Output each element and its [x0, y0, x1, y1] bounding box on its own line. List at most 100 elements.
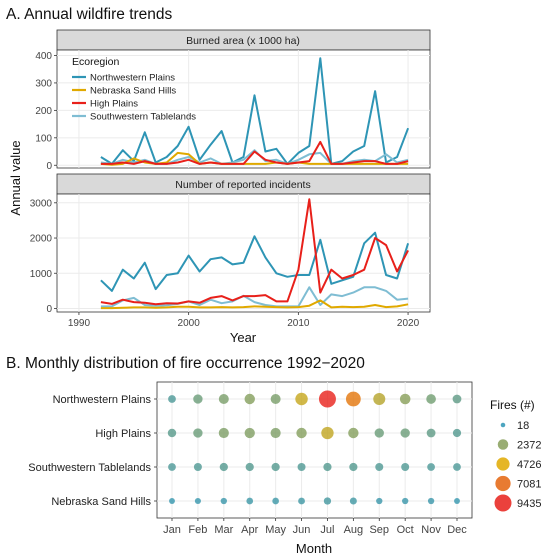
bubble-northwestern-plains-nov [426, 394, 436, 404]
bubble-southwestern-tablelands-apr [245, 462, 254, 472]
size-legend-label: 7081 [517, 479, 541, 491]
bubble-southwestern-tablelands-feb [193, 462, 202, 472]
panel-b-title: B. Monthly distribution of fire occurren… [6, 355, 365, 372]
bubble-high-plains-feb [193, 428, 203, 438]
panel-b-legend: Fires (#) 18 2372 4726 7081 9435 [490, 398, 541, 512]
bubble-northwestern-plains-mar [218, 394, 229, 404]
size-legend-key [494, 494, 512, 512]
bubble-high-plains-dec [452, 428, 462, 438]
bubble-northwestern-plains-jul [318, 390, 336, 408]
y-tick-label: 0 [46, 161, 52, 172]
size-legend-key [495, 475, 511, 492]
panel-b-x-axis-label: Month [296, 541, 332, 556]
bubble-nebraska-sand-hills-feb [194, 497, 201, 505]
legend-label-southwestern-tablelands: Southwestern Tablelands [90, 112, 196, 123]
bubble-southwestern-tablelands-dec [453, 463, 461, 471]
facet-incidents-panel [56, 193, 431, 313]
month-label-apr: Apr [241, 524, 258, 536]
y-tick-label: 400 [35, 51, 52, 62]
row-label-southwestern-tablelands: Southwestern Tablelands [28, 462, 151, 474]
bubble-high-plains-mar [218, 427, 229, 439]
bubble-southwestern-tablelands-nov [427, 463, 435, 471]
row-label-northwestern-plains: Northwestern Plains [53, 394, 152, 406]
bubble-southwestern-tablelands-mar [219, 462, 228, 472]
bubble-nebraska-sand-hills-sep [376, 497, 383, 505]
series-line-high-plains-burned-area [100, 140, 409, 165]
panel-b-plot-area [156, 381, 473, 519]
y-tick-label: 1000 [30, 269, 53, 280]
bubble-northwestern-plains-jun [295, 392, 308, 406]
series-line-high-plains-incidents [100, 198, 409, 306]
panel-a-title: A. Annual wildfire trends [6, 6, 173, 23]
bubble-southwestern-tablelands-aug [349, 462, 358, 472]
x-tick-label: 2020 [397, 318, 420, 329]
bubble-southwestern-tablelands-jun [297, 462, 306, 472]
bubble-high-plains-jul [321, 426, 334, 440]
bubble-nebraska-sand-hills-nov [427, 497, 435, 505]
bubble-southwestern-tablelands-jan [168, 463, 176, 471]
bubble-nebraska-sand-hills-jan [169, 498, 175, 504]
facet-burned-area-title: Burned area (x 1000 ha) [186, 35, 300, 47]
legend-title: Ecoregion [72, 56, 119, 68]
size-legend-title: Fires (#) [490, 398, 535, 412]
panel-a-x-axis: 1990 2000 2010 2020 [68, 312, 420, 329]
series-line-northwestern-plains-incidents [100, 231, 410, 292]
x-tick-label: 2010 [287, 318, 310, 329]
bubble-northwestern-plains-sep [373, 392, 386, 406]
bubble-southwestern-tablelands-sep [375, 462, 384, 472]
bubble-high-plains-jan [167, 428, 177, 438]
bubble-northwestern-plains-oct [399, 393, 411, 405]
facet-burned-area-panel [56, 49, 431, 169]
bubble-high-plains-nov [426, 428, 436, 438]
bubble-southwestern-tablelands-oct [401, 462, 410, 472]
size-legend-label: 4726 [517, 459, 541, 471]
facet-incidents-title: Number of reported incidents [175, 179, 310, 191]
legend-label-high-plains: High Plains [90, 99, 138, 110]
size-legend-key [497, 439, 509, 450]
bubble-high-plains-apr [244, 427, 255, 439]
y-tick-label: 3000 [30, 198, 53, 209]
month-label-feb: Feb [188, 524, 207, 536]
month-label-aug: Aug [344, 524, 364, 536]
month-label-sep: Sep [369, 524, 389, 536]
bubble-northwestern-plains-aug [345, 391, 361, 407]
row-label-nebraska-sand-hills: Nebraska Sand Hills [51, 496, 151, 508]
month-label-dec: Dec [447, 524, 467, 536]
y-tick-label: 200 [35, 106, 52, 117]
size-legend-label: 2372 [517, 440, 541, 452]
bubble-nebraska-sand-hills-oct [402, 497, 409, 505]
bubble-southwestern-tablelands-may [271, 462, 280, 472]
bubble-nebraska-sand-hills-jul [323, 497, 332, 505]
month-label-oct: Oct [397, 524, 414, 536]
bubble-southwestern-tablelands-jul [323, 462, 332, 472]
panel-a-legend: Ecoregion Northwestern Plains Nebraska Sa… [72, 56, 196, 123]
legend-label-northwestern-plains: Northwestern Plains [90, 73, 175, 84]
month-label-jun: Jun [293, 524, 311, 536]
x-tick-label: 1990 [68, 318, 91, 329]
bubble-nebraska-sand-hills-apr [246, 497, 254, 505]
month-label-jul: Jul [320, 524, 334, 536]
bubble-high-plains-oct [400, 428, 410, 438]
bubble-northwestern-plains-feb [193, 394, 203, 404]
y-tick-label: 100 [35, 133, 52, 144]
panel-a-y-axis-label: Annual value [8, 140, 23, 215]
month-label-may: May [265, 524, 286, 536]
bubble-nebraska-sand-hills-dec [454, 498, 460, 504]
size-legend-label: 9435 [517, 498, 541, 510]
month-label-nov: Nov [421, 524, 441, 536]
bubble-northwestern-plains-may [270, 394, 281, 404]
bubble-nebraska-sand-hills-may [272, 497, 279, 505]
bubble-nebraska-sand-hills-mar [220, 497, 227, 505]
bubble-nebraska-sand-hills-aug [349, 497, 357, 505]
bubble-high-plains-aug [348, 427, 359, 439]
facet-incidents: Number of reported incidents 0 1000 2000 30… [30, 173, 431, 315]
y-tick-label: 300 [35, 78, 52, 89]
y-tick-label: 0 [46, 304, 52, 315]
legend-label-nebraska-sand-hills: Nebraska Sand Hills [90, 86, 176, 97]
series-line-nebraska-sand-hills-incidents [100, 299, 409, 310]
bubble-high-plains-jun [296, 427, 307, 439]
bubble-northwestern-plains-jan [168, 395, 176, 403]
month-label-jan: Jan [163, 524, 181, 536]
series-line-southwestern-tablelands-incidents [100, 286, 409, 308]
